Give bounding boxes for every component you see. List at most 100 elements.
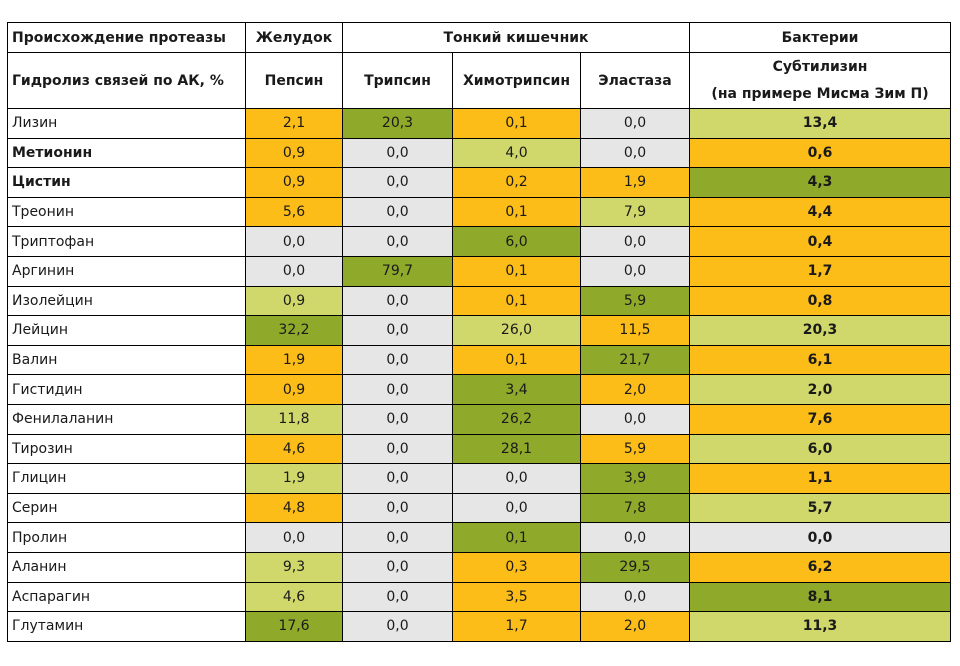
amino-acid-name: Фенилаланин	[7, 403, 246, 435]
value-cell: 21,7	[579, 344, 691, 376]
value-cell: 5,9	[579, 285, 691, 317]
bacteria-header: Бактерии	[689, 22, 952, 53]
table-row: Лизин 2,1 20,3 0,1 0,0 13,4	[7, 108, 952, 139]
value-cell: 79,7	[342, 255, 453, 287]
value-cell: 0,0	[245, 255, 343, 287]
value-cell: 0,0	[579, 108, 691, 139]
subtilisin-value-cell: 8,1	[689, 581, 952, 613]
value-cell: 0,0	[342, 167, 453, 198]
subtilisin-value-cell: 13,4	[689, 108, 952, 139]
subtilisin-value-cell: 6,1	[689, 344, 952, 376]
table-row: Лейцин 32,2 0,0 26,0 11,5 20,3	[7, 315, 952, 346]
value-cell: 5,9	[579, 433, 691, 465]
value-cell: 0,0	[342, 344, 453, 376]
value-cell: 0,1	[452, 344, 581, 376]
subtilisin-value-cell: 2,0	[689, 374, 952, 405]
table-row: Метионин 0,9 0,0 4,0 0,0 0,6	[7, 137, 952, 169]
value-cell: 0,0	[579, 403, 691, 435]
value-cell: 0,0	[342, 226, 453, 257]
value-cell: 0,1	[452, 108, 581, 139]
value-cell: 0,1	[452, 196, 581, 228]
subtilisin-value-cell: 0,0	[689, 522, 952, 553]
protease-hydrolysis-table: Происхождение протеазы Желудок Тонкий ки…	[7, 22, 952, 642]
column-header-elastase: Эластаза	[579, 52, 691, 109]
table-row: Цистин 0,9 0,0 0,2 1,9 4,3	[7, 167, 952, 198]
origin-label: Происхождение протеазы	[7, 22, 246, 53]
amino-acid-name: Глутамин	[7, 611, 246, 642]
subtilisin-value-cell: 6,2	[689, 551, 952, 583]
value-cell: 0,0	[342, 522, 453, 553]
value-cell: 29,5	[579, 551, 691, 583]
value-cell: 0,0	[342, 374, 453, 405]
subtilisin-subtitle: (на примере Мисма Зим П)	[711, 85, 929, 102]
header-row-origin: Происхождение протеазы Желудок Тонкий ки…	[7, 22, 952, 53]
subtilisin-value-cell: 11,3	[689, 611, 952, 642]
value-cell: 0,1	[452, 255, 581, 287]
table-row: Фенилаланин 11,8 0,0 26,2 0,0 7,6	[7, 403, 952, 435]
column-header-pepsin: Пепсин	[245, 52, 343, 109]
amino-acid-name: Лизин	[7, 108, 246, 139]
amino-acid-name: Тирозин	[7, 433, 246, 465]
table-row: Триптофан 0,0 0,0 6,0 0,0 0,4	[7, 226, 952, 257]
value-cell: 26,0	[452, 315, 581, 346]
value-cell: 0,0	[342, 551, 453, 583]
value-cell: 0,0	[342, 137, 453, 169]
value-cell: 0,0	[452, 463, 581, 494]
value-cell: 0,1	[452, 522, 581, 553]
value-cell: 0,0	[579, 137, 691, 169]
table-row: Аланин 9,3 0,0 0,3 29,5 6,2	[7, 551, 952, 583]
amino-acid-name: Триптофан	[7, 226, 246, 257]
value-cell: 0,0	[342, 492, 453, 524]
amino-acid-name: Аргинин	[7, 255, 246, 287]
subtilisin-value-cell: 0,6	[689, 137, 952, 169]
value-cell: 0,0	[342, 611, 453, 642]
table-row: Гистидин 0,9 0,0 3,4 2,0 2,0	[7, 374, 952, 405]
value-cell: 0,0	[342, 285, 453, 317]
value-cell: 0,2	[452, 167, 581, 198]
table-row: Глицин 1,9 0,0 0,0 3,9 1,1	[7, 463, 952, 494]
table-row: Аргинин 0,0 79,7 0,1 0,0 1,7	[7, 255, 952, 287]
subtilisin-value-cell: 0,8	[689, 285, 952, 317]
value-cell: 0,9	[245, 167, 343, 198]
small-intestine-header: Тонкий кишечник	[341, 22, 691, 53]
value-cell: 0,0	[342, 403, 453, 435]
amino-acid-name: Лейцин	[7, 315, 246, 346]
value-cell: 0,0	[452, 492, 581, 524]
subtilisin-value-cell: 0,4	[689, 226, 952, 257]
value-cell: 4,6	[245, 433, 343, 465]
column-header-subtilisin: Субтилизин (на примере Мисма Зим П)	[689, 52, 952, 109]
value-cell: 0,3	[452, 551, 581, 583]
table-row: Треонин 5,6 0,0 0,1 7,9 4,4	[7, 196, 952, 228]
value-cell: 1,7	[452, 611, 581, 642]
subtilisin-value-cell: 1,7	[689, 255, 952, 287]
value-cell: 7,8	[579, 492, 691, 524]
value-cell: 3,4	[452, 374, 581, 405]
value-cell: 11,8	[245, 403, 343, 435]
value-cell: 0,0	[245, 522, 343, 553]
column-header-trypsin: Трипсин	[342, 52, 453, 109]
value-cell: 0,9	[245, 137, 343, 169]
value-cell: 0,0	[245, 226, 343, 257]
value-cell: 0,0	[579, 226, 691, 257]
subtilisin-value-cell: 5,7	[689, 492, 952, 524]
value-cell: 26,2	[452, 403, 581, 435]
value-cell: 0,1	[452, 285, 581, 317]
value-cell: 3,9	[579, 463, 691, 494]
subtilisin-value-cell: 4,3	[689, 167, 952, 198]
hydrolysis-label: Гидролиз связей по АК, %	[7, 52, 246, 109]
value-cell: 1,9	[579, 167, 691, 198]
amino-acid-name: Валин	[7, 344, 246, 376]
table-row: Пролин 0,0 0,0 0,1 0,0 0,0	[7, 522, 952, 553]
amino-acid-name: Серин	[7, 492, 246, 524]
table-row: Аспарагин 4,6 0,0 3,5 0,0 8,1	[7, 581, 952, 613]
amino-acid-name: Изолейцин	[7, 285, 246, 317]
table-row: Изолейцин 0,9 0,0 0,1 5,9 0,8	[7, 285, 952, 317]
value-cell: 1,9	[245, 463, 343, 494]
amino-acid-name: Аланин	[7, 551, 246, 583]
table-row: Глутамин 17,6 0,0 1,7 2,0 11,3	[7, 611, 952, 642]
value-cell: 0,0	[579, 581, 691, 613]
value-cell: 17,6	[245, 611, 343, 642]
table-row: Тирозин 4,6 0,0 28,1 5,9 6,0	[7, 433, 952, 465]
amino-acid-name: Гистидин	[7, 374, 246, 405]
amino-acid-name: Цистин	[7, 167, 246, 198]
